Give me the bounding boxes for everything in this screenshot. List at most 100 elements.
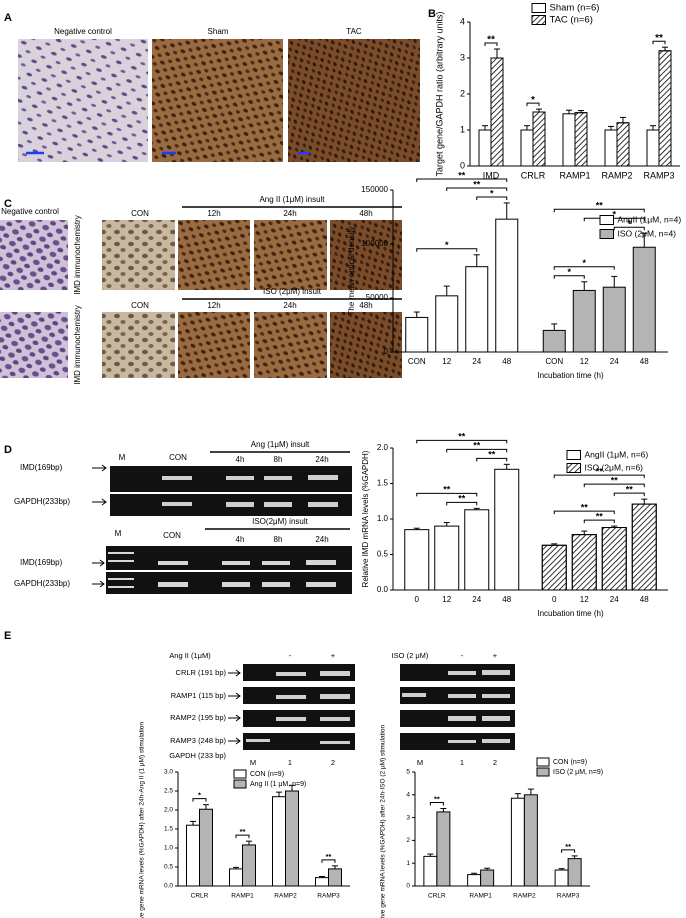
gel-bands: [108, 552, 336, 588]
bar: [646, 129, 660, 167]
bar-hatch: [490, 57, 504, 167]
legend-label: AngII (1μM, n=6): [585, 449, 649, 459]
bar: [602, 286, 626, 353]
bar-hatch: [631, 503, 657, 591]
y-tick-label: 0: [384, 347, 389, 356]
significance-label: *: [612, 210, 616, 220]
micrograph: [330, 312, 402, 378]
gel-bands: [246, 670, 510, 744]
row-label: RAMP1 (115 bp): [171, 691, 227, 700]
x-tick-label: RAMP2: [601, 170, 632, 180]
significance-bracket: [429, 801, 444, 806]
bar: [542, 329, 566, 353]
legend-swatch: [566, 450, 581, 460]
x-tick-label: 0: [552, 595, 557, 604]
significance-label: **: [596, 511, 604, 521]
x-tick-label: RAMP3: [317, 893, 340, 900]
legend-swatch-hatch: [566, 463, 581, 473]
x-axis-label: Incubation time (h): [537, 371, 604, 380]
y-tick-label: 0.5: [377, 550, 389, 559]
x-tick-label: RAMP1: [559, 170, 590, 180]
bar-hatch: [601, 527, 627, 591]
image-title: 24h: [283, 209, 296, 218]
bar: [405, 316, 429, 353]
bar: [478, 129, 492, 167]
significance-bracket: [583, 483, 645, 488]
bar-hatch: [616, 122, 630, 167]
image-title: 48h: [359, 209, 372, 218]
x-tick-label: CON: [408, 357, 426, 366]
significance-bracket: [416, 439, 508, 444]
x-tick-label: CRLR: [191, 893, 209, 900]
image-title: CON: [131, 301, 149, 310]
significance-bracket: [553, 510, 615, 515]
x-tick-label: 24: [472, 595, 481, 604]
x-tick-label: RAMP2: [274, 893, 297, 900]
lane-label: M: [115, 529, 122, 538]
image-title: 12h: [207, 209, 220, 218]
legend-swatch: [536, 767, 550, 777]
lane-label: 4h: [236, 535, 245, 544]
legend-swatch: [233, 769, 247, 779]
sign-label: -: [289, 651, 292, 660]
side-label: IMD immunochemistry: [73, 215, 82, 295]
image-title: Negative control: [54, 27, 112, 36]
significance-label: *: [445, 240, 449, 250]
significance-label: **: [488, 450, 496, 460]
lane-label: 1: [288, 758, 292, 767]
row-label: CRLR (191 bp): [176, 668, 227, 677]
significance-bracket: [526, 102, 540, 107]
sign-label: -: [461, 651, 464, 660]
legend-label: ISO (2μM, n=4): [618, 228, 677, 238]
legend-label: AngII (1μM, n=4): [618, 214, 682, 224]
treatment-label: ISO (2 μM): [392, 651, 429, 660]
legend-label: TAC (n=6): [550, 15, 593, 26]
y-tick-label: 4: [406, 792, 410, 799]
lane-label: CON: [169, 453, 187, 462]
bar: [604, 129, 618, 167]
bar: [510, 797, 525, 887]
legend-swatch: [599, 229, 614, 239]
significance-bracket: [484, 42, 498, 46]
bar: [435, 295, 459, 353]
significance-bracket: [652, 40, 666, 45]
y-tick-label: 4: [460, 16, 465, 26]
insult-label: Ang II (1μM) insult: [259, 195, 325, 204]
significance-label: **: [487, 35, 495, 46]
significance-label: **: [326, 852, 332, 861]
significance-bracket: [583, 217, 645, 222]
bar: [423, 855, 438, 887]
micrograph: [102, 220, 175, 290]
sign-label: +: [331, 651, 336, 660]
significance-bracket: [192, 798, 207, 802]
bar-hatch: [541, 544, 567, 591]
significance-label: **: [458, 494, 466, 504]
legend-swatch: [536, 757, 550, 767]
x-tick-label: CRLR: [521, 170, 546, 180]
significance-bracket: [553, 275, 585, 279]
micrograph: [0, 220, 68, 290]
significance-label: **: [611, 475, 619, 485]
significance-label: **: [473, 179, 481, 189]
legend-swatch: [233, 779, 247, 789]
y-tick-label: 3: [460, 52, 465, 62]
y-tick-label: 1: [406, 860, 410, 867]
legend-swatch-hatch: [531, 15, 546, 25]
x-tick-label: RAMP1: [469, 893, 492, 900]
legend-label: Sham (n=6): [550, 3, 600, 14]
significance-bracket: [476, 457, 508, 462]
y-axis-label: The mean optical density: [347, 227, 356, 316]
row-label: RAMP2 (195 bp): [170, 713, 226, 722]
lane-label: 24h: [315, 455, 328, 464]
x-tick-label: RAMP3: [643, 170, 674, 180]
panel-label: D: [4, 444, 12, 456]
x-tick-label: 12: [580, 357, 589, 366]
legend-swatch: [599, 215, 614, 225]
lane-label: 4h: [236, 455, 245, 464]
bar: [199, 808, 213, 887]
lane-label: 8h: [274, 455, 283, 464]
image-title: TAC: [346, 27, 362, 36]
significance-bracket: [613, 492, 645, 497]
